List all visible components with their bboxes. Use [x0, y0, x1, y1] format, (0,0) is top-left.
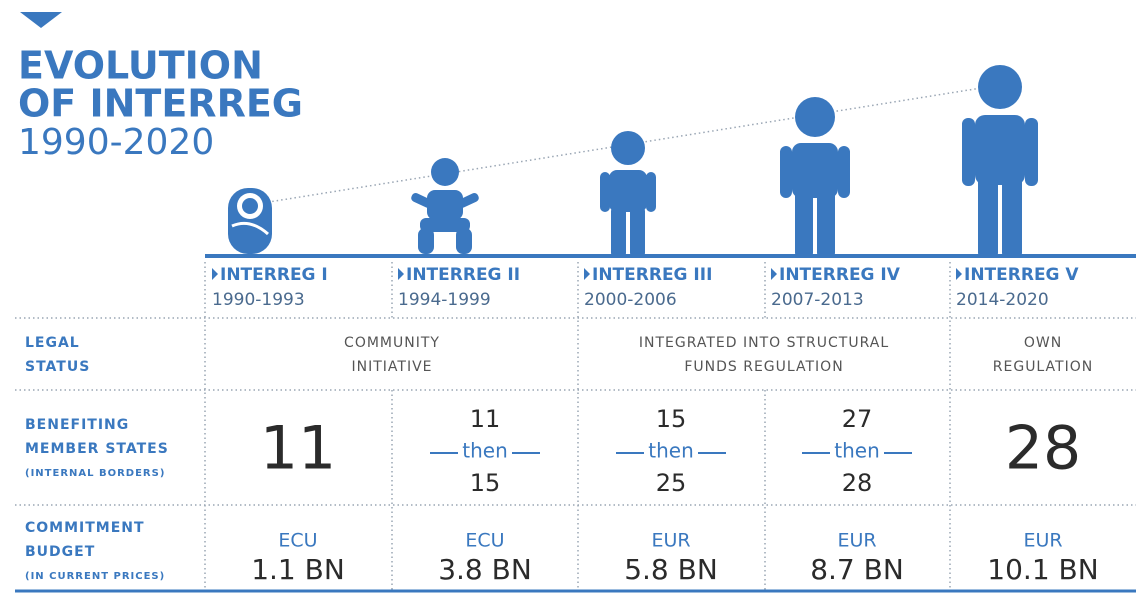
marker-triangle: [20, 12, 62, 28]
member-count: 25: [656, 469, 687, 497]
member-count: 27: [842, 405, 873, 433]
then-word: then: [462, 439, 508, 463]
figure-teen: [780, 97, 850, 256]
legal-status: INTEGRATED INTO STRUCTURAL: [639, 335, 889, 351]
period-name: INTERREG IV: [779, 265, 901, 285]
period-years: 1994-1999: [398, 290, 491, 310]
budget-amount: 10.1 BN: [987, 553, 1098, 586]
period-years: 2014-2020: [956, 290, 1049, 310]
period-arrow: [771, 268, 777, 280]
budget-amount: 1.1 BN: [251, 553, 345, 586]
grid-separators: [15, 262, 1136, 590]
member-count: 28: [842, 469, 873, 497]
figures: [228, 65, 1038, 256]
member-count: 15: [470, 469, 501, 497]
row-label: LEGAL: [25, 335, 80, 351]
period-arrow: [398, 268, 404, 280]
then-word: then: [648, 439, 694, 463]
period-years: 1990-1993: [212, 290, 305, 310]
row-label: COMMITMENT: [25, 520, 145, 536]
title-years: 1990-2020: [18, 122, 214, 163]
title-line: OF INTERREG: [18, 82, 303, 126]
legal-status: COMMUNITY: [344, 335, 440, 351]
period-arrow: [956, 268, 962, 280]
then-word: then: [834, 439, 880, 463]
period-name: INTERREG III: [592, 265, 712, 285]
budget-currency: EUR: [837, 530, 876, 552]
budget-currency: ECU: [465, 530, 504, 552]
figure-baby: [228, 188, 272, 254]
period-name: INTERREG V: [964, 265, 1079, 285]
period-name: INTERREG I: [220, 265, 328, 285]
legal-status: REGULATION: [993, 359, 1093, 375]
row-label: (INTERNAL BORDERS): [25, 468, 165, 479]
budget-currency: ECU: [278, 530, 317, 552]
infographic: EVOLUTION OF INTERREG 1990-2020: [0, 0, 1136, 596]
budget-amount: 3.8 BN: [438, 553, 532, 586]
member-count: 11: [260, 414, 336, 484]
figure-child: [600, 131, 656, 256]
budget-currency: EUR: [1023, 530, 1062, 552]
legal-status: INITIATIVE: [351, 359, 432, 375]
period-name: INTERREG II: [406, 265, 520, 285]
period-arrow: [212, 268, 218, 280]
legal-status: FUNDS REGULATION: [684, 359, 843, 375]
budget-amount: 5.8 BN: [624, 553, 718, 586]
member-count: 15: [656, 405, 687, 433]
row-label: (IN CURRENT PRICES): [25, 571, 165, 582]
row-label: BUDGET: [25, 544, 95, 560]
member-count: 11: [470, 405, 501, 433]
figure-toddler: [410, 158, 480, 254]
budget-amount: 8.7 BN: [810, 553, 904, 586]
row-label: MEMBER STATES: [25, 441, 169, 457]
period-arrow: [584, 268, 590, 280]
row-label: BENEFITING: [25, 417, 129, 433]
member-count: 28: [1005, 414, 1081, 484]
figure-adult: [962, 65, 1038, 256]
period-years: 2000-2006: [584, 290, 677, 310]
row-label: STATUS: [25, 359, 90, 375]
budget-currency: EUR: [651, 530, 690, 552]
period-years: 2007-2013: [771, 290, 864, 310]
legal-status: OWN: [1024, 335, 1062, 351]
